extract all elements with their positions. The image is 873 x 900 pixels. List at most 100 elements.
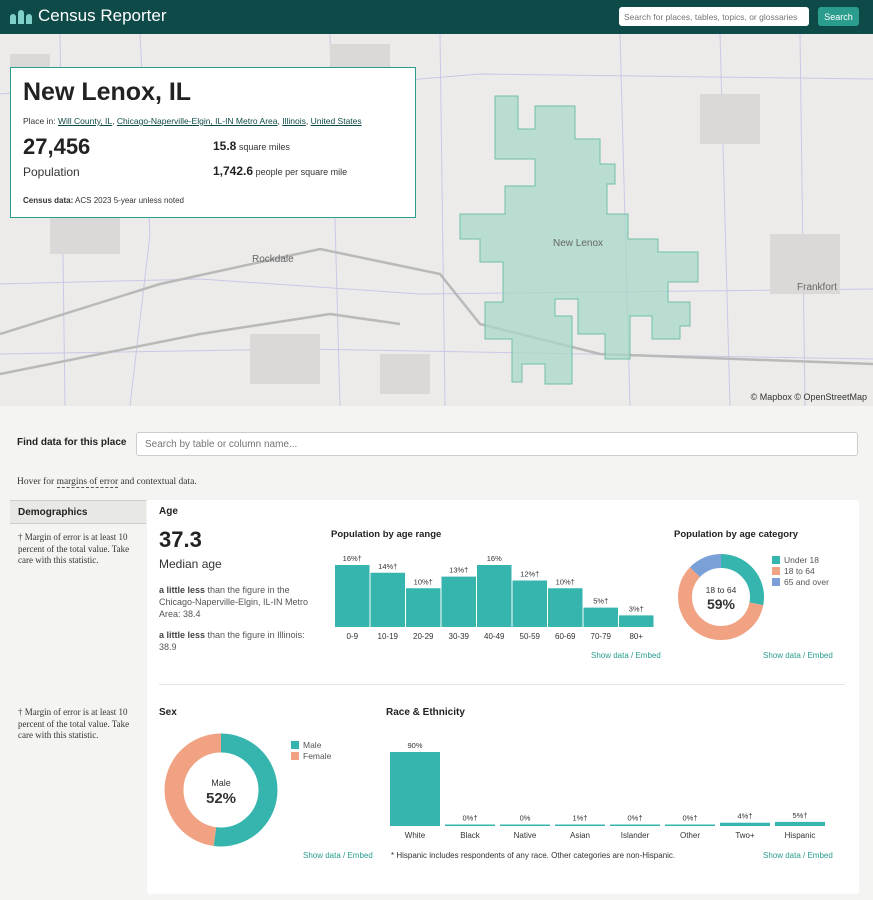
density-unit: people per square mile xyxy=(255,167,348,177)
race-bar-label: Other xyxy=(680,831,700,840)
profile-card: New Lenox, IL Place in: Will County, IL,… xyxy=(10,67,416,218)
legend-item-65-over: 65 and over xyxy=(772,576,829,587)
donut-center-value: 52% xyxy=(206,790,236,807)
census-value: ACS 2023 5-year unless noted xyxy=(75,196,184,205)
age-heading: Age xyxy=(159,506,178,517)
find-data-label: Find data for this place xyxy=(17,437,127,448)
age-bar[interactable] xyxy=(512,580,548,628)
age-bar-value: 14%† xyxy=(378,562,397,571)
race-bar[interactable] xyxy=(445,824,495,827)
age-bar-label: 10-19 xyxy=(378,632,399,641)
race-ethnicity-chart: 90% White 0%† Black 0% Native 1%† Asian 0%† Islan… xyxy=(390,741,825,840)
population-label: Population xyxy=(23,165,80,179)
race-bar-value: 0%† xyxy=(682,814,697,823)
legend-label-18-to-64: 18 to 64 xyxy=(784,565,815,576)
map-label-frankfort: Frankfort xyxy=(797,282,838,293)
age-bar-value: 16%† xyxy=(343,554,362,563)
legend-item-female: Female xyxy=(291,750,331,761)
age-bar[interactable] xyxy=(335,565,370,627)
sex-show-data-link[interactable]: Show data / Embed xyxy=(303,851,373,860)
race-bar[interactable] xyxy=(720,822,770,826)
age-compare-metro-bold: a little less xyxy=(159,585,206,595)
moe-note-1: † Margin of error is at least 10 percent… xyxy=(18,532,130,566)
age-bar[interactable] xyxy=(583,607,619,627)
area-value: 15.8 xyxy=(213,139,237,153)
sex-legend: Male Female xyxy=(291,739,331,761)
age-bar[interactable] xyxy=(548,588,583,627)
race-bar-value: 0% xyxy=(520,814,531,823)
age-bar-label: 50-59 xyxy=(520,632,541,641)
age-range-show-data-link[interactable]: Show data / Embed xyxy=(591,651,661,660)
table-search-input[interactable] xyxy=(136,432,858,456)
legend-item-18-to-64: 18 to 64 xyxy=(772,565,829,576)
donut-slice[interactable] xyxy=(164,733,278,847)
age-bar[interactable] xyxy=(619,615,654,627)
margins-of-error-link[interactable]: margins of error xyxy=(56,477,119,488)
place-link-state[interactable]: Illinois xyxy=(282,116,306,126)
age-bar-value: 3%† xyxy=(629,604,644,613)
map-label-rockdale: Rockdale xyxy=(252,254,294,265)
race-heading: Race & Ethnicity xyxy=(386,707,465,718)
app-logo[interactable]: Census Reporter xyxy=(10,6,167,26)
race-bar-value: 4%† xyxy=(737,812,752,821)
section-divider xyxy=(159,684,845,685)
global-search-input[interactable] xyxy=(619,7,809,26)
legend-swatch-female xyxy=(291,751,299,760)
age-compare-state-text: than the figure in Illinois: 38.9 xyxy=(159,630,305,653)
legend-label-under-18: Under 18 xyxy=(784,554,819,565)
donut-center-label: Male xyxy=(211,778,231,788)
age-bar[interactable] xyxy=(477,565,512,627)
age-compare-state-bold: a little less xyxy=(159,630,206,640)
age-bar-value: 13%† xyxy=(449,566,468,575)
age-bar[interactable] xyxy=(370,572,406,627)
top-bar: Census Reporter Search xyxy=(0,0,873,34)
age-bar-label: 60-69 xyxy=(555,632,576,641)
legend-swatch-65-over xyxy=(772,577,780,586)
race-bar[interactable] xyxy=(500,824,550,827)
legend-label-65-over: 65 and over xyxy=(784,576,829,587)
sex-heading: Sex xyxy=(159,707,177,718)
age-bar-value: 16% xyxy=(487,554,502,563)
place-boundary[interactable] xyxy=(459,95,699,385)
legend-item-under-18: Under 18 xyxy=(772,554,829,565)
legend-swatch-under-18 xyxy=(772,555,780,564)
hover-note-prefix: Hover for xyxy=(17,477,57,487)
legend-swatch-18-to-64 xyxy=(772,566,780,575)
census-data-note: Census data: ACS 2023 5-year unless note… xyxy=(23,196,184,205)
race-bar[interactable] xyxy=(665,824,715,827)
race-bar[interactable] xyxy=(775,821,825,826)
median-age-value: 37.3 xyxy=(159,527,202,552)
place-link-country[interactable]: United States xyxy=(310,116,362,126)
age-category-legend: Under 18 18 to 64 65 and over xyxy=(772,554,829,587)
race-show-data-link[interactable]: Show data / Embed xyxy=(763,851,833,860)
donut-slice[interactable] xyxy=(678,554,764,640)
section-demographics[interactable]: Demographics xyxy=(10,500,146,524)
population-value: 27,456 xyxy=(23,134,91,159)
page-title: New Lenox, IL xyxy=(23,78,192,106)
age-bar-value: 10%† xyxy=(414,577,433,586)
age-bar-label: 0-9 xyxy=(346,632,358,641)
race-bar-value: 0%† xyxy=(462,814,477,823)
age-bar-value: 10%† xyxy=(556,577,575,586)
map-attribution[interactable]: © Mapbox © OpenStreetMap xyxy=(750,392,867,402)
age-range-heading: Population by age range xyxy=(331,529,442,540)
age-compare-state: a little less than the figure in Illinoi… xyxy=(159,629,324,653)
place-link-county[interactable]: Will County, IL xyxy=(57,116,113,126)
place-in-breadcrumb: Place in: Will County, IL, Chicago-Naper… xyxy=(23,116,362,126)
map-canvas xyxy=(0,34,873,406)
age-bar-value: 5%† xyxy=(593,597,608,606)
search-button[interactable]: Search xyxy=(818,7,859,26)
legend-label-male: Male xyxy=(303,739,322,750)
age-bar[interactable] xyxy=(406,588,441,627)
race-bar[interactable] xyxy=(555,824,605,827)
race-bar-label: Two+ xyxy=(735,831,755,840)
donut-slice[interactable] xyxy=(678,554,764,640)
map[interactable]: New Lenox Rockdale Frankfort © Mapbox © … xyxy=(0,34,873,406)
age-category-show-data-link[interactable]: Show data / Embed xyxy=(763,651,833,660)
place-link-metro[interactable]: Chicago-Naperville-Elgin, IL-IN Metro Ar… xyxy=(116,116,278,126)
race-bar[interactable] xyxy=(390,752,440,826)
age-bar[interactable] xyxy=(441,576,477,627)
age-bar-label: 30-39 xyxy=(449,632,470,641)
race-bar[interactable] xyxy=(610,824,660,827)
